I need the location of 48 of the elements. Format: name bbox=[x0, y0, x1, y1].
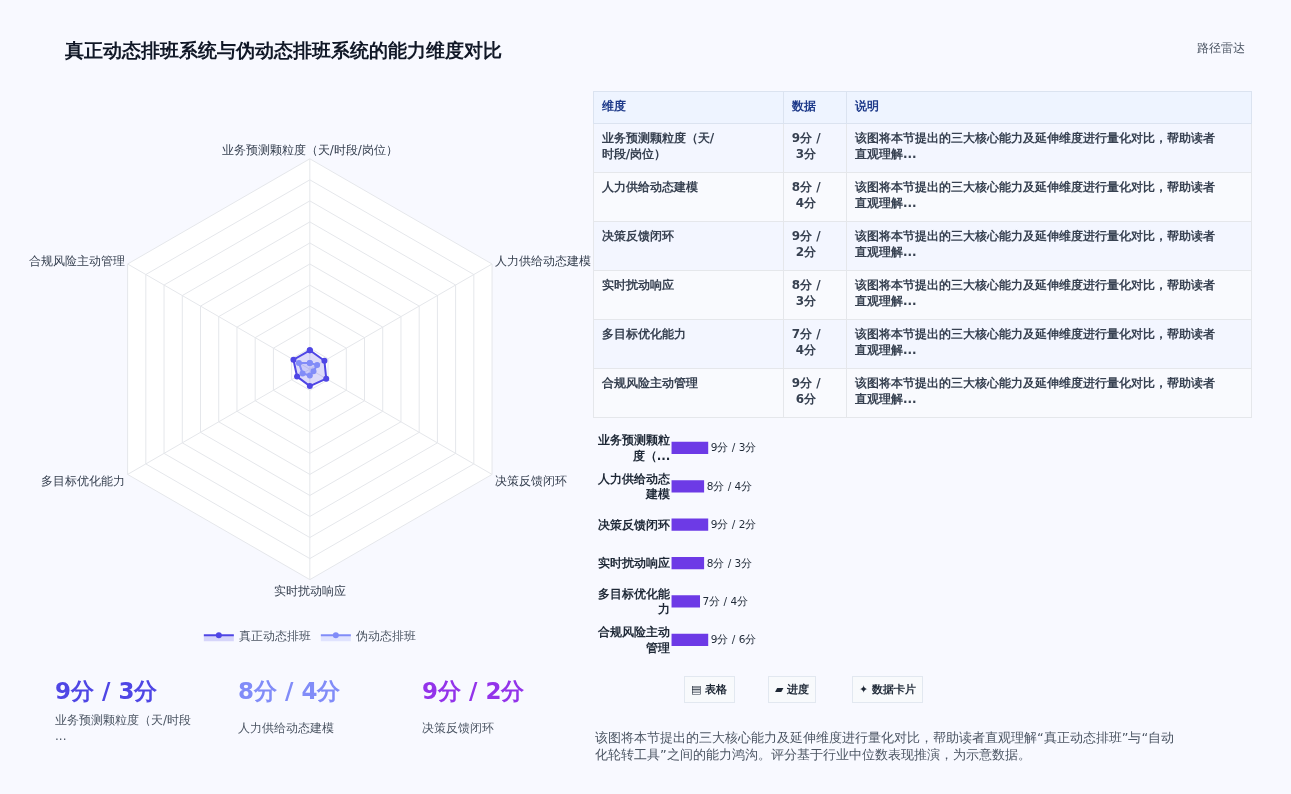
spoke-label: 实时扰动响应 bbox=[273, 583, 346, 598]
spoke-label: 决策反馈闭环 bbox=[494, 474, 567, 489]
y-tick-label: 业务预测颗粒度（... bbox=[597, 433, 671, 463]
text: 说明 bbox=[853, 99, 879, 114]
y-tick-label: 人力供给动态建模 bbox=[597, 471, 672, 502]
text: 该图将本节提出的三大核心能力及延伸维度进行量化对比，帮助读者直观理解... bbox=[853, 229, 1215, 259]
text: 8分 / 4分 bbox=[238, 678, 342, 704]
text: 8分 / 4分 bbox=[791, 180, 822, 210]
y-tick-label: 实时扰动响应 bbox=[598, 556, 671, 571]
chart-title: 真正动态排班系统与伪动态排班系统的能力维度对比 bbox=[64, 39, 502, 61]
text: 9分 / 2分 bbox=[791, 229, 822, 259]
text: 维度 bbox=[600, 99, 626, 114]
data-label: 9分 / 3分 bbox=[710, 441, 757, 454]
text: 决策反馈闭环 bbox=[422, 721, 494, 735]
text: 业务预测颗粒度（天/时段/岗位） bbox=[600, 131, 715, 161]
text: 人力供给动态建模 bbox=[238, 721, 334, 735]
spoke-label: 多目标优化能力 bbox=[41, 474, 126, 489]
legend-label: 真正动态排班 bbox=[238, 628, 311, 643]
y-tick-label: 多目标优化能力 bbox=[598, 586, 672, 617]
text: ▰ 进度 bbox=[775, 683, 810, 696]
text: 9分 / 6分 bbox=[791, 376, 822, 406]
text: 业务预测颗粒度（天/时段... bbox=[55, 713, 192, 743]
text: 该图将本节提出的三大核心能力及延伸维度进行量化对比，帮助读者直观理解... bbox=[853, 131, 1215, 161]
text: 8分 / 3分 bbox=[791, 278, 822, 308]
data-label: 9分 / 2分 bbox=[710, 518, 757, 531]
spoke-label: 合规风险主动管理 bbox=[29, 253, 126, 268]
text: 9分 / 3分 bbox=[791, 131, 822, 161]
text: 该图将本节提出的三大核心能力及延伸维度进行量化对比，帮助读者直观理解“真正动态排班”与“自动化轮转工具”之间的能力鸿沟。评分基于行业中位数表现推演，为示意数据。 bbox=[595, 730, 1175, 762]
text: 数据 bbox=[790, 99, 816, 114]
y-tick-label: 决策反馈闭环 bbox=[598, 517, 671, 532]
text: 该图将本节提出的三大核心能力及延伸维度进行量化对比，帮助读者直观理解... bbox=[853, 180, 1215, 210]
spoke-label: 人力供给动态建模 bbox=[494, 253, 591, 268]
data-label: 7分 / 4分 bbox=[702, 594, 749, 607]
spoke-label: 业务预测颗粒度（天/时段/岗位） bbox=[221, 142, 398, 157]
data-label: 8分 / 3分 bbox=[706, 556, 753, 569]
data-label: 9分 / 6分 bbox=[710, 633, 757, 646]
legend-label: 伪动态排班 bbox=[355, 628, 416, 643]
text: ✦ 数据卡片 bbox=[859, 683, 917, 696]
text: 该图将本节提出的三大核心能力及延伸维度进行量化对比，帮助读者直观理解... bbox=[853, 327, 1215, 357]
y-tick-label: 合规风险主动管理 bbox=[597, 625, 671, 655]
text: 路径雷达 bbox=[1197, 41, 1245, 55]
text: 9分 / 2分 bbox=[422, 678, 526, 704]
text: 9分 / 3分 bbox=[55, 678, 159, 704]
text: 该图将本节提出的三大核心能力及延伸维度进行量化对比，帮助读者直观理解... bbox=[853, 278, 1215, 308]
text: 7分 / 4分 bbox=[791, 327, 822, 357]
data-label: 8分 / 4分 bbox=[706, 479, 753, 492]
text: ▤ 表格 bbox=[691, 683, 729, 696]
text: 该图将本节提出的三大核心能力及延伸维度进行量化对比，帮助读者直观理解... bbox=[853, 376, 1215, 406]
